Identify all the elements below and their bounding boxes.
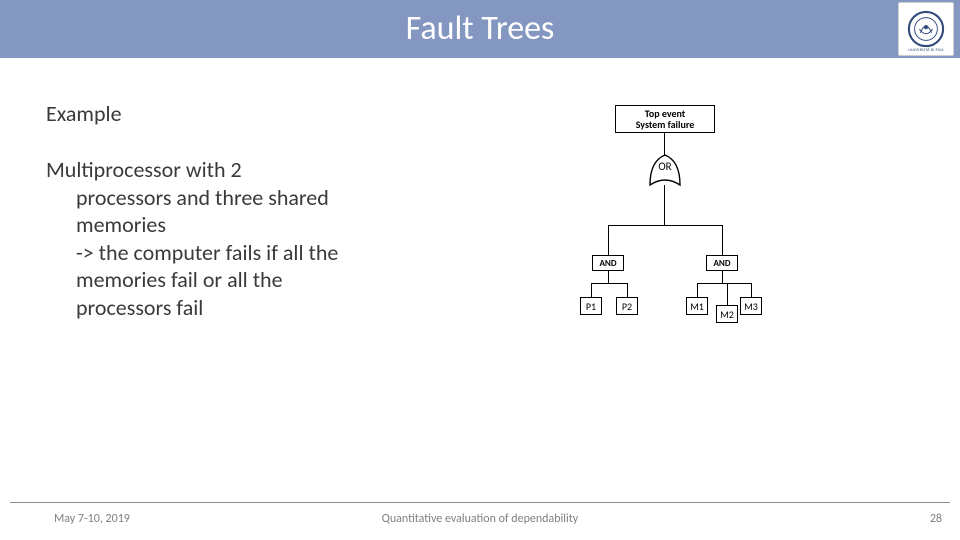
and-gate-label: AND [713,258,730,269]
connector-line [664,185,665,225]
connector-line [697,283,698,297]
body-line: memories [46,211,446,239]
page-title: Fault Trees [0,8,960,49]
footer-center: Quantitative evaluation of dependability [0,512,960,526]
and-gate-1: AND [592,255,624,271]
connector-line [722,225,723,255]
leaf-m1: M1 [686,297,708,315]
header-bar: Fault Trees UNIVERSITÀ DI PISA [0,0,960,58]
section-subtitle: Example [46,100,122,127]
body-line: processors fail [46,294,446,322]
university-logo: UNIVERSITÀ DI PISA [898,2,954,56]
body-text: Multiprocessor with 2 processors and thr… [46,156,446,321]
and-gate-label: AND [599,258,616,269]
connector-line [608,225,609,255]
connector-line [722,271,723,283]
seal-icon [907,10,945,48]
connector-line [608,271,609,283]
connector-line [751,283,752,297]
leaf-m2: M2 [716,305,738,323]
top-event-line2: System failure [636,118,695,131]
body-line: memories fail or all the [46,266,446,294]
leaf-m3: M3 [740,297,762,315]
leaf-p2: P2 [616,297,638,315]
connector-line [727,283,728,305]
connector-line [591,283,592,297]
connector-line [697,283,751,284]
connector-line [591,283,627,284]
body-line: Multiprocessor with 2 [46,156,242,183]
leaf-p1: P1 [580,297,602,315]
body-line: processors and three shared [46,184,446,212]
footer-divider [10,502,950,503]
or-gate-label: OR [650,160,680,173]
logo-caption: UNIVERSITÀ DI PISA [899,48,953,53]
connector-line [627,283,628,297]
connector-line [664,133,665,155]
top-event-box: Top event System failure [615,105,715,133]
fault-tree-diagram: Top event System failure OR AND AND P1 P… [500,105,860,365]
connector-line [608,225,722,226]
body-line: -> the computer fails if all the [46,239,446,267]
and-gate-2: AND [706,255,738,271]
page-number: 28 [930,512,942,526]
